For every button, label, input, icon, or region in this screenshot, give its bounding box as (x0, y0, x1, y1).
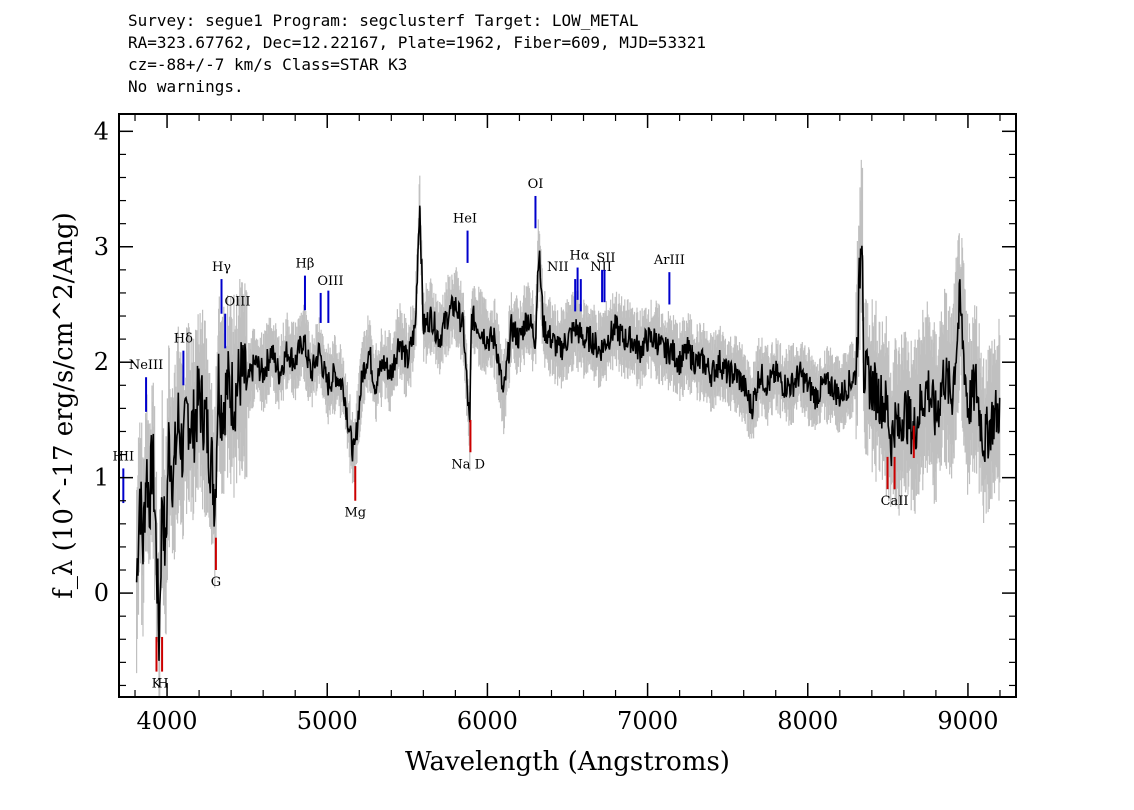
line-marker-label: Hα (569, 249, 589, 264)
spectrum-line (135, 205, 1001, 661)
axis-ticks: 4000 5000 6000 7000 8000 9000 0 1 2 3 4 (94, 114, 1016, 735)
line-marker-label: OI (528, 177, 544, 192)
y-tick-label: 4 (94, 117, 109, 145)
line-marker-label: Hβ (296, 257, 315, 272)
spectrum-header: Survey: segue1 Program: segclusterf Targ… (128, 10, 706, 98)
line-marker-label: G (211, 575, 221, 590)
line-marker-label: SII (596, 251, 615, 266)
y-tick-label: 0 (94, 579, 109, 607)
plot-frame (118, 113, 1017, 698)
x-tick-label: 7000 (617, 707, 678, 735)
x-tick-label: 5000 (297, 707, 358, 735)
error-band-path (136, 159, 1001, 697)
line-marker-label: Mg (344, 506, 366, 521)
y-tick-label: 2 (94, 348, 109, 376)
line-marker-label: HeI (453, 212, 477, 227)
y-axis-title: f_λ (10^-17 erg/s/cm^2/Ang) (49, 212, 79, 598)
x-tick-label: 9000 (937, 707, 998, 735)
line-marker-label: CaII (881, 494, 909, 509)
line-marker-label: OIII (224, 295, 250, 310)
line-marker-label: HII (113, 449, 135, 464)
line-marker-label: NII (547, 260, 569, 275)
line-marker-label: Na D (451, 457, 485, 472)
error-band (136, 159, 1001, 697)
y-tick-label: 3 (94, 233, 109, 261)
header-warnings-line: No warnings. (128, 77, 244, 96)
line-marker-label: H (157, 677, 168, 692)
line-marker-label: Hδ (174, 332, 193, 347)
header-survey-line: Survey: segue1 Program: segclusterf Targ… (128, 11, 639, 30)
header-coordinates-line: RA=323.67762, Dec=12.22167, Plate=1962, … (128, 33, 706, 52)
x-axis-title: Wavelength (Angstroms) (405, 747, 730, 777)
spectrum-series (135, 205, 1001, 661)
line-marker-label: OIII (317, 274, 343, 289)
line-marker-label: NeIII (129, 358, 163, 373)
line-marker-label: K (152, 677, 162, 692)
x-tick-label: 4000 (137, 707, 198, 735)
x-tick-label: 8000 (777, 707, 838, 735)
header-redshift-class-line: cz=-88+/-7 km/s Class=STAR K3 (128, 55, 408, 74)
x-tick-label: 6000 (457, 707, 518, 735)
y-tick-label: 1 (94, 464, 109, 492)
line-marker-label: ArIII (653, 253, 685, 268)
line-marker-label: Hγ (212, 260, 231, 275)
line-marker-label: NII (590, 260, 612, 275)
